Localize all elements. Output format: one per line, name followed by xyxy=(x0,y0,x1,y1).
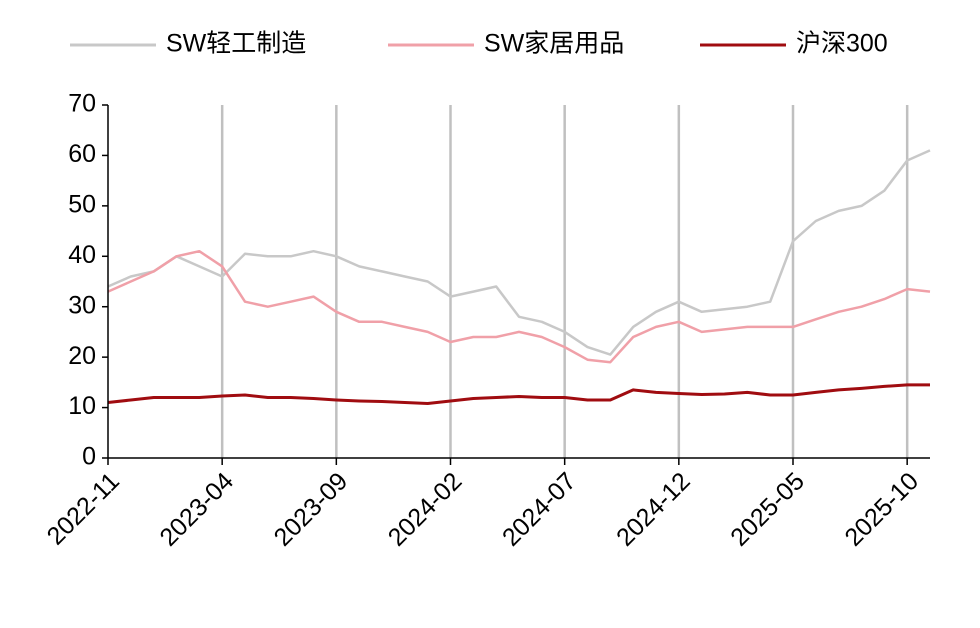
legend-label: SW轻工制造 xyxy=(166,30,306,58)
y-tick-label: 20 xyxy=(68,342,96,370)
x-tick-label: 2024-12 xyxy=(611,467,696,552)
series-line xyxy=(107,383,930,405)
x-tick-label: 2025-10 xyxy=(839,467,924,552)
x-tick-label: 2025-05 xyxy=(725,467,810,552)
y-tick-label: 40 xyxy=(68,241,96,269)
x-tick-label: 2024-07 xyxy=(497,467,582,552)
y-tick-label: 50 xyxy=(68,190,96,218)
y-tick-label: 0 xyxy=(82,443,96,471)
x-tick-label: 2023-09 xyxy=(269,467,354,552)
x-tick-label: 2024-02 xyxy=(383,467,468,552)
y-tick-label: 60 xyxy=(68,140,96,168)
y-tick-label: 30 xyxy=(68,291,96,319)
legend-label: 沪深300 xyxy=(796,30,888,58)
y-tick-label: 70 xyxy=(68,90,96,118)
y-tick-label: 10 xyxy=(68,392,96,420)
x-tick-label: 2022-11 xyxy=(42,467,125,550)
series-line xyxy=(107,149,931,356)
series-line xyxy=(107,249,931,364)
x-tick-label: 2023-04 xyxy=(154,467,239,552)
legend-label: SW家居用品 xyxy=(484,30,624,58)
